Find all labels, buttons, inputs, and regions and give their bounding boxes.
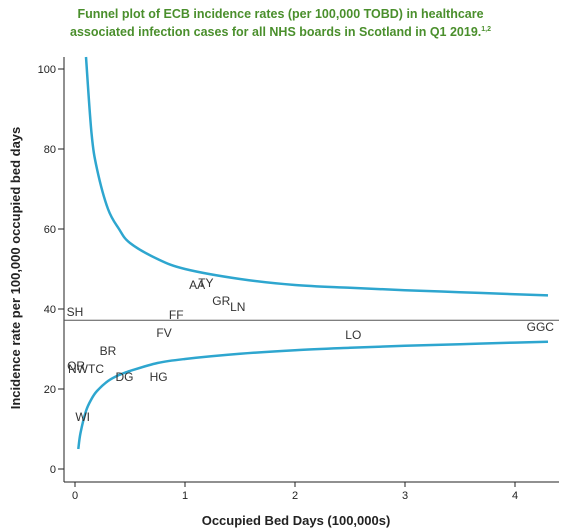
board-label-wi: WI [75,410,90,424]
x-tick-label: 2 [292,490,298,502]
chart-title-superscript: 1,2 [481,26,491,33]
chart-title-line2: associated infection cases for all NHS b… [70,25,482,40]
y-tick-label: 60 [44,224,56,236]
x-tick-label: 3 [402,490,408,502]
board-label-ln: LN [230,300,245,314]
board-label-or: OR [67,359,85,373]
board-label-ty: TY [198,276,213,290]
lower-control-limit-curve [77,340,549,450]
board-label-aa: AA [189,278,205,292]
y-tick-label: 0 [50,464,56,476]
chart-title: Funnel plot of ECB incidence rates (per … [0,6,561,40]
board-label-dg: DG [116,370,134,384]
y-tick-label: 20 [44,384,56,396]
upper-control-limit-curve [84,56,549,297]
board-label-nwtc: NWTC [68,362,104,376]
board-label-br: BR [100,344,117,358]
y-axis-title: Incidence rate per 100,000 occupied bed … [8,127,23,410]
board-label-sh: SH [67,305,84,319]
board-label-ggc: GGC [527,320,555,334]
x-tick-label: 1 [182,490,188,502]
y-tick-label: 40 [44,304,56,316]
x-tick-label: 4 [512,490,518,502]
board-label-gr: GR [212,294,230,308]
board-label-ff: FF [169,308,184,322]
chart-title-line1: Funnel plot of ECB incidence rates (per … [77,7,484,21]
x-tick-label: 0 [72,490,78,502]
y-tick-label: 80 [44,144,56,156]
board-label-hg: HG [150,370,168,384]
y-tick-label: 100 [38,64,56,76]
board-label-lo: LO [345,328,361,342]
x-axis-title: Occupied Bed Days (100,000s) [202,513,391,528]
board-label-fv: FV [156,326,171,340]
